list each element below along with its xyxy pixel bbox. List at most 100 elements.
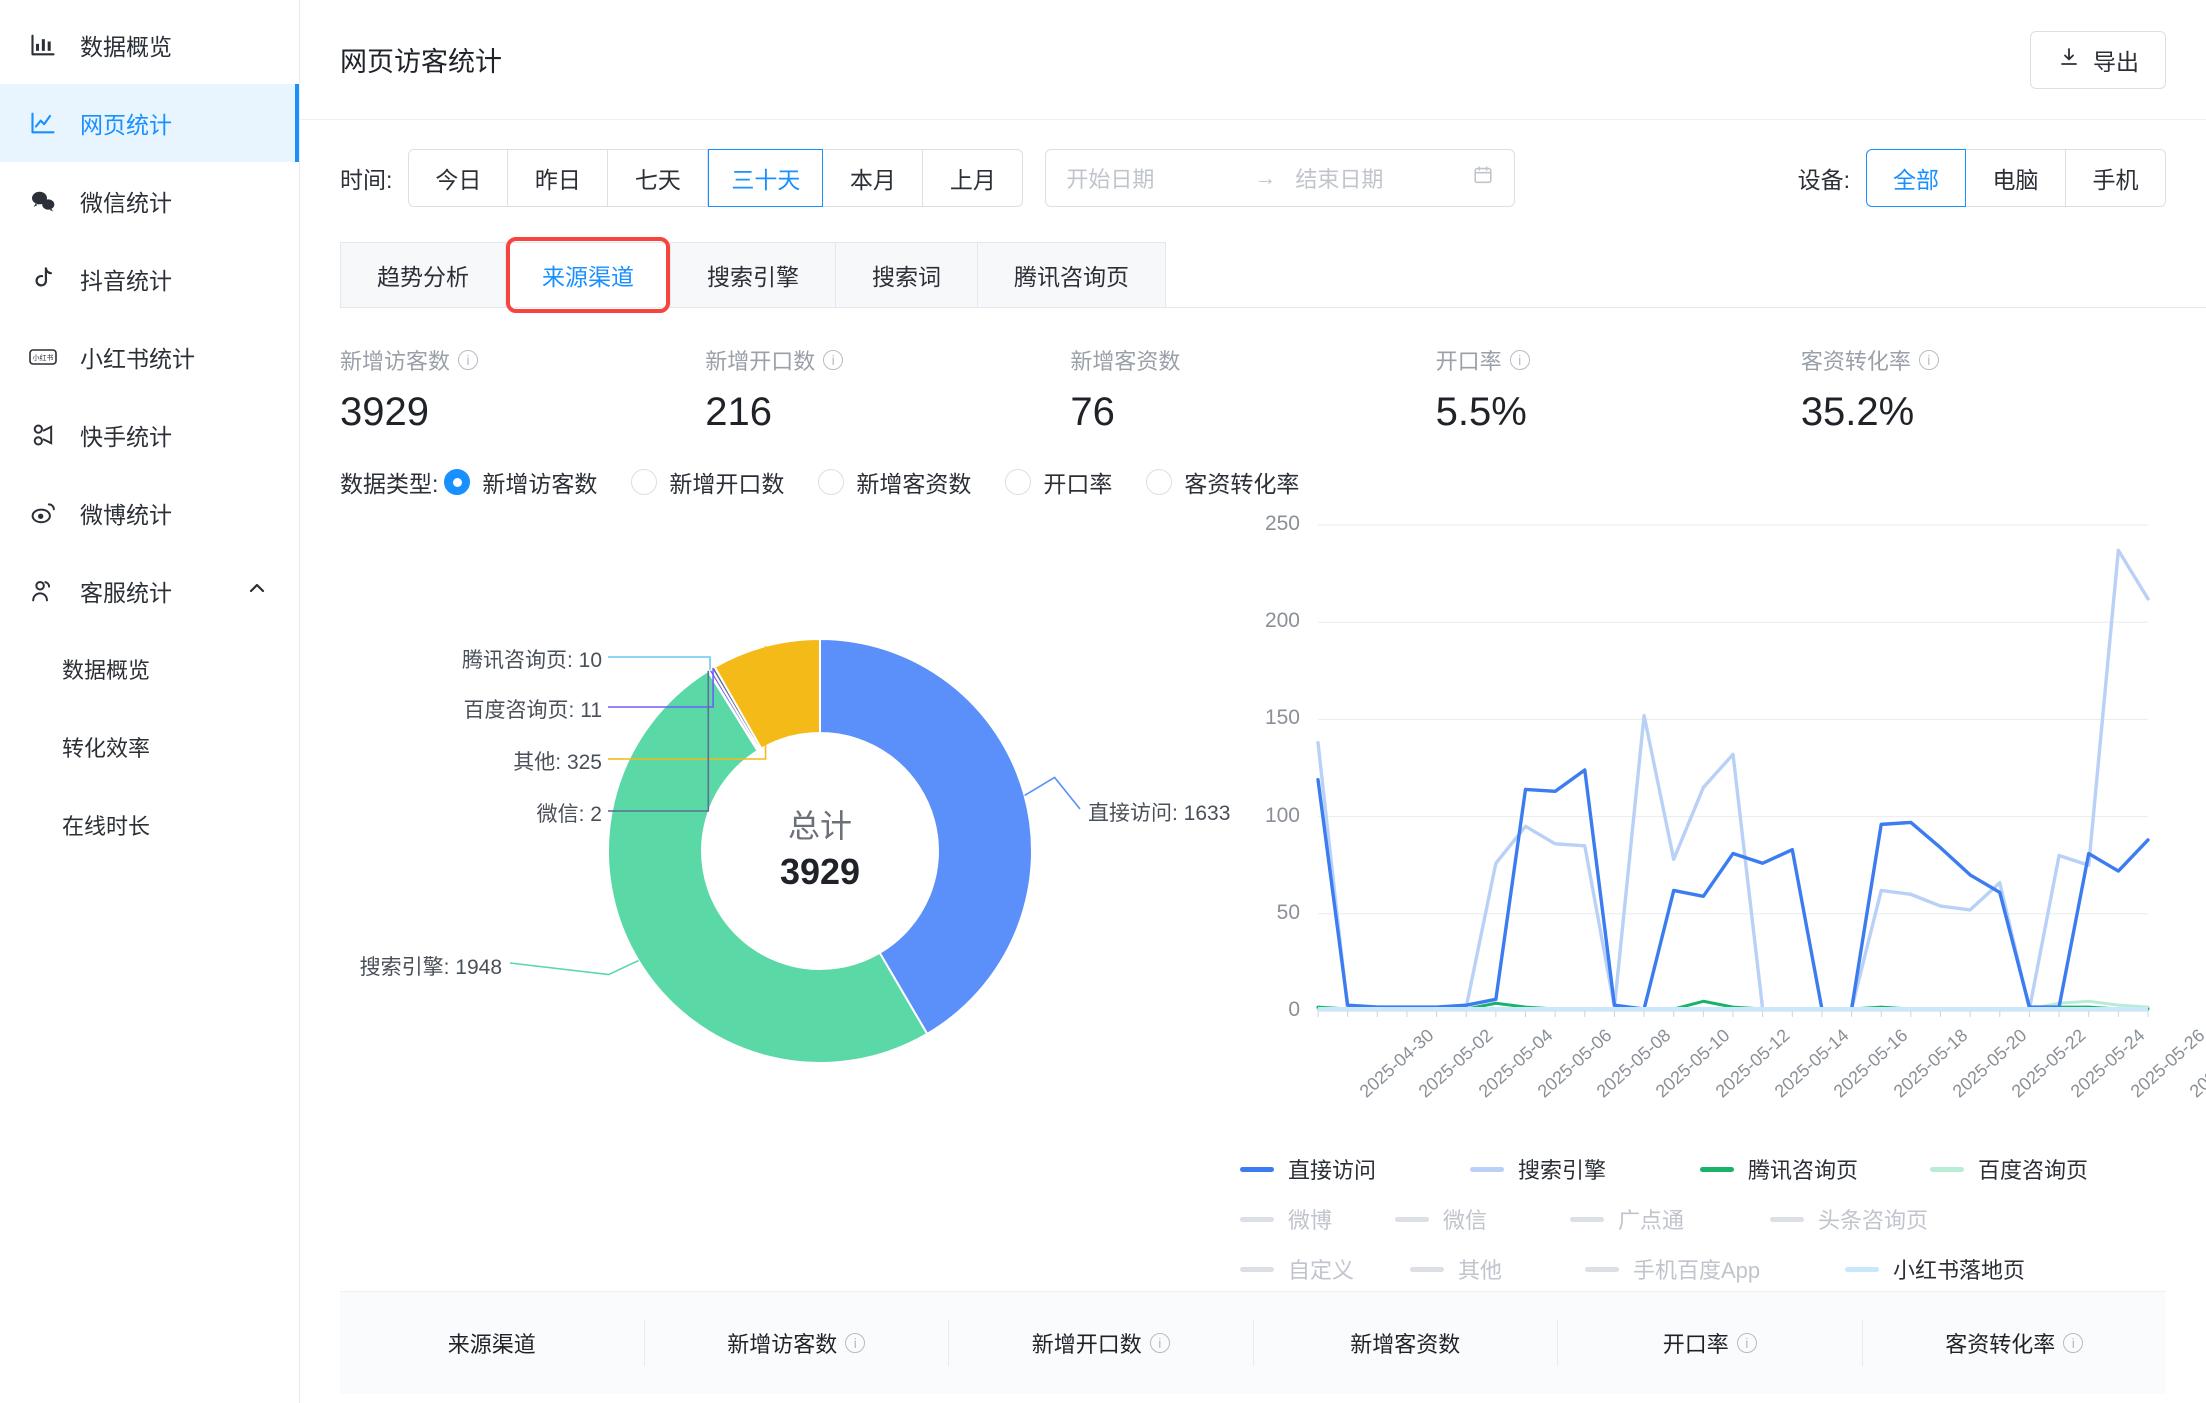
device-option-desktop[interactable]: 电脑 [1966, 149, 2066, 207]
info-icon[interactable]: i [1149, 1333, 1170, 1353]
table-column-source-channel[interactable]: 来源渠道 [340, 1320, 645, 1366]
donut-slice[interactable] [819, 637, 1033, 1036]
table-column-label: 新增客资数 [1350, 1332, 1461, 1357]
legend-item-custom[interactable]: 自定义 [1240, 1253, 1410, 1285]
sidebar-subitem-data-overview[interactable]: 数据概览 [0, 630, 299, 708]
line-series[interactable] [1316, 768, 2150, 1011]
kpi-value: 35.2% [1800, 390, 1915, 434]
customer-service-icon [26, 576, 60, 606]
chevron-up-icon[interactable] [245, 576, 269, 606]
y-axis-tick-label: 0 [1288, 998, 1300, 1021]
sidebar-subitem-online-duration[interactable]: 在线时长 [0, 786, 299, 864]
sidebar-item-kuaishou-stats[interactable]: 快手统计 [0, 396, 299, 474]
info-icon[interactable]: i [823, 350, 844, 370]
sidebar-item-label: 微信统计 [80, 190, 172, 216]
trend-line-chart: 0 50 100 150 200 250 2025-04-30 2025-05-02 2025… [1240, 511, 2206, 1291]
info-icon[interactable]: i [845, 1333, 866, 1353]
radio-new-visitors[interactable]: 新增访客数 [444, 465, 597, 499]
legend-item-guangdiantong[interactable]: 广点通 [1570, 1203, 1770, 1235]
radio-lead-conversion-rate[interactable]: 客资转化率 [1146, 465, 1299, 499]
device-option-all[interactable]: 全部 [1866, 149, 1966, 207]
legend-color-swatch [1240, 1166, 1274, 1172]
table-column-lead-conversion-rate[interactable]: 客资转化率 i [1863, 1320, 2167, 1366]
tab-underline [340, 307, 2206, 308]
time-option-seven-days[interactable]: 七天 [608, 149, 709, 207]
tab-search-engine[interactable]: 搜索引擎 [671, 242, 836, 308]
device-option-mobile[interactable]: 手机 [2066, 149, 2166, 207]
legend-item-weibo[interactable]: 微博 [1240, 1203, 1395, 1235]
legend-item-tencent-consult-page[interactable]: 腾讯咨询页 [1700, 1153, 1930, 1185]
radio-new-leads[interactable]: 新增客资数 [818, 465, 971, 499]
legend-item-search-engine[interactable]: 搜索引擎 [1470, 1153, 1700, 1185]
donut-leader-line [509, 959, 639, 976]
date-end-input[interactable]: 结束日期 [1295, 167, 1384, 192]
info-icon[interactable]: i [1736, 1333, 1757, 1353]
sidebar-item-data-overview[interactable]: 数据概览 [0, 6, 299, 84]
line-chart-icon [26, 108, 60, 138]
tab-source-channel[interactable]: 来源渠道 [506, 237, 671, 313]
legend-row: 自定义 其他 手机百度App 小红书落地页 [1240, 1253, 2166, 1285]
table-column-opening-rate[interactable]: 开口率 i [1558, 1320, 1863, 1366]
radio-opening-rate[interactable]: 开口率 [1005, 465, 1112, 499]
time-option-yesterday[interactable]: 昨日 [508, 149, 609, 207]
time-option-last-month[interactable]: 上月 [923, 149, 1024, 207]
sidebar-item-label: 客服统计 [80, 580, 172, 606]
legend-color-swatch [1410, 1266, 1444, 1272]
sidebar-item-wechat-stats[interactable]: 微信统计 [0, 162, 299, 240]
date-range-picker[interactable]: 开始日期 → 结束日期 [1045, 149, 1516, 207]
info-icon[interactable]: i [458, 350, 479, 370]
sidebar-subitem-conversion-efficiency[interactable]: 转化效率 [0, 708, 299, 786]
tab-search-term[interactable]: 搜索词 [836, 242, 978, 308]
tab-tencent-consult-page[interactable]: 腾讯咨询页 [978, 242, 1166, 308]
sidebar-item-customer-service-stats[interactable]: 客服统计 [0, 552, 299, 630]
legend-item-other[interactable]: 其他 [1410, 1253, 1585, 1285]
table-column-new-visitors[interactable]: 新增访客数 i [645, 1320, 949, 1366]
legend-label: 腾讯咨询页 [1748, 1158, 1859, 1183]
sidebar-item-douyin-stats[interactable]: 抖音统计 [0, 240, 299, 318]
kpi-label: 新增客资数 [1070, 349, 1181, 374]
sidebar-item-weibo-stats[interactable]: 微博统计 [0, 474, 299, 552]
donut-slice[interactable] [713, 637, 821, 750]
legend-color-swatch [1240, 1266, 1274, 1272]
kpi-label: 新增开口数 [705, 349, 816, 374]
legend-label: 头条咨询页 [1818, 1208, 1929, 1233]
calendar-icon[interactable] [1464, 164, 1494, 192]
legend-item-toutiao-consult-page[interactable]: 头条咨询页 [1770, 1203, 2000, 1235]
donut-slice-label: 腾讯咨询页: 10 [461, 649, 602, 672]
donut-slice-label: 百度咨询页: 11 [463, 699, 602, 722]
info-icon[interactable]: i [1918, 350, 1939, 370]
legend-item-direct-visit[interactable]: 直接访问 [1240, 1153, 1470, 1185]
kpi-row: 新增访客数 i 3929 新增开口数 i 216 新增客资数 76 开口率 i 5.5… [300, 344, 2206, 435]
line-chart-legend: 直接访问 搜索引擎 腾讯咨询页 百度咨询页 [1240, 1153, 2166, 1285]
info-icon[interactable]: i [2063, 1333, 2084, 1353]
sidebar-subitem-label: 转化效率 [62, 736, 151, 761]
tab-trend-analysis[interactable]: 趋势分析 [340, 242, 506, 308]
donut-slice[interactable] [607, 669, 929, 1064]
donut-svg[interactable] [340, 511, 1240, 1211]
kpi-label: 开口率 [1435, 349, 1502, 374]
export-button[interactable]: 导出 [2030, 30, 2166, 89]
time-option-this-month[interactable]: 本月 [823, 149, 924, 207]
radio-label: 新增客资数 [856, 471, 972, 497]
date-start-input[interactable]: 开始日期 [1066, 167, 1155, 192]
sidebar-item-xiaohongshu-stats[interactable]: 小红书 小红书统计 [0, 318, 299, 396]
table-column-new-openings[interactable]: 新增开口数 i [949, 1320, 1254, 1366]
data-type-radio-group: 数据类型: 新增访客数 新增开口数 新增客资数 开口率 客资转化率 [300, 465, 2206, 499]
legend-item-xiaohongshu-landing-page[interactable]: 小红书落地页 [1845, 1253, 2105, 1285]
legend-item-wechat[interactable]: 微信 [1395, 1203, 1570, 1235]
legend-item-baidu-consult-page[interactable]: 百度咨询页 [1930, 1153, 2160, 1185]
time-option-today[interactable]: 今日 [408, 149, 509, 207]
radio-label: 新增访客数 [482, 471, 598, 497]
time-option-thirty-days[interactable]: 三十天 [708, 149, 824, 207]
kpi-value: 5.5% [1435, 390, 1527, 434]
table-column-new-leads[interactable]: 新增客资数 [1254, 1320, 1558, 1366]
info-icon[interactable]: i [1509, 350, 1530, 370]
legend-color-swatch [1845, 1266, 1879, 1272]
legend-item-mobile-baidu-app[interactable]: 手机百度App [1585, 1253, 1845, 1285]
line-svg[interactable] [1240, 511, 2160, 1071]
source-channel-donut-chart: 总计 3929 直接访问: 1633 搜索引擎: 1948 腾讯咨询页: 10 百度咨… [340, 511, 1240, 1291]
radio-new-openings[interactable]: 新增开口数 [631, 465, 784, 499]
line-series[interactable] [1316, 548, 2150, 1011]
sidebar-item-web-stats[interactable]: 网页统计 [0, 84, 299, 162]
